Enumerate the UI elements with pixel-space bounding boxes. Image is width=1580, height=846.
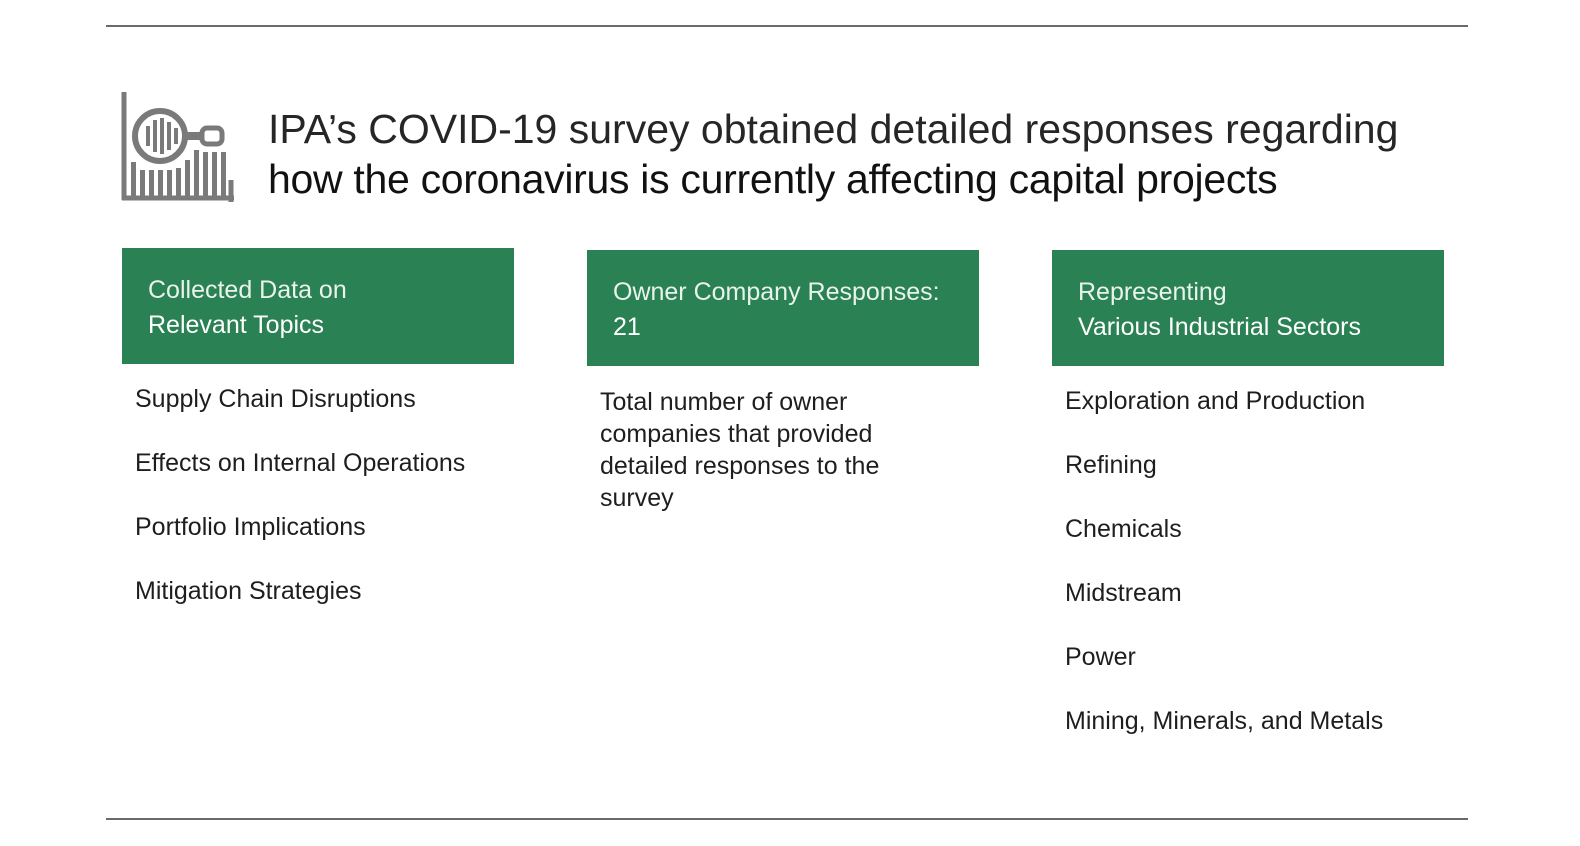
top-divider (106, 25, 1468, 27)
topics-column: Collected Data on Relevant Topics Supply… (122, 248, 514, 640)
responses-description: Total number of owner companies that pro… (600, 388, 880, 512)
list-item: Portfolio Implications (135, 513, 366, 541)
list-item: Mitigation Strategies (135, 577, 362, 605)
list-item: Chemicals (1065, 515, 1182, 543)
sectors-header-line-2: Various Industrial Sectors (1078, 313, 1361, 341)
sectors-list: Exploration and Production Refining Chem… (1052, 386, 1444, 770)
responses-header: Owner Company Responses: 21 (587, 250, 979, 366)
responses-column: Owner Company Responses: 21 Total number… (587, 250, 979, 514)
responses-count: 21 (613, 313, 641, 341)
sectors-header-line-1: Representing (1078, 278, 1227, 306)
topics-header: Collected Data on Relevant Topics (122, 248, 514, 364)
survey-analytics-icon (118, 90, 238, 206)
title-line-2: how the coronavirus is currently affecti… (268, 156, 1278, 202)
list-item: Refining (1065, 451, 1157, 479)
title-line-1: IPA’s COVID-19 survey obtained detailed … (268, 106, 1399, 152)
topics-list: Supply Chain Disruptions Effects on Inte… (122, 384, 514, 640)
list-item: Exploration and Production (1065, 387, 1366, 415)
page-title: IPA’s COVID-19 survey obtained detailed … (268, 104, 1488, 204)
bottom-divider (106, 818, 1468, 820)
sectors-header: Representing Various Industrial Sectors (1052, 250, 1444, 366)
sectors-column: Representing Various Industrial Sectors … (1052, 250, 1444, 770)
responses-header-line-1: Owner Company Responses: (613, 278, 940, 306)
topics-header-line-1: Collected Data on (148, 276, 347, 304)
list-item: Midstream (1065, 579, 1182, 607)
list-item: Supply Chain Disruptions (135, 385, 416, 413)
topics-header-line-2: Relevant Topics (148, 311, 325, 339)
list-item: Mining, Minerals, and Metals (1065, 707, 1384, 735)
list-item: Effects on Internal Operations (135, 449, 466, 477)
list-item: Power (1065, 643, 1136, 671)
